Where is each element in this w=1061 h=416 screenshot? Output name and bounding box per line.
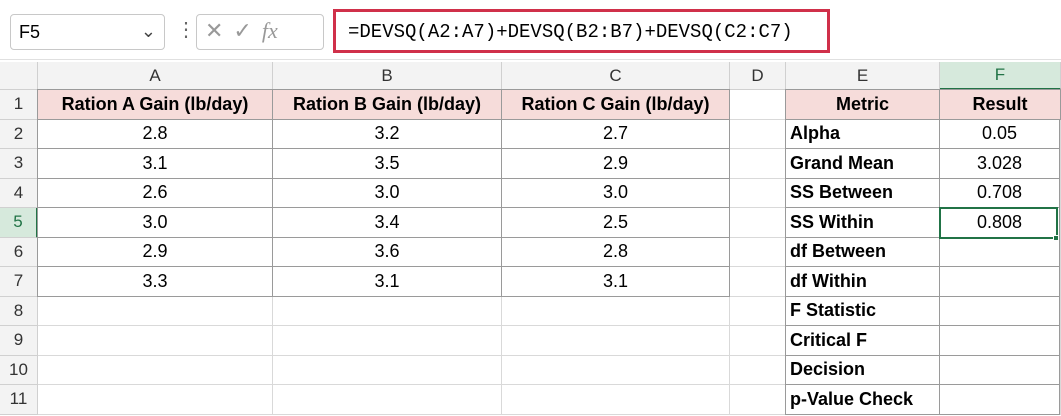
grid-cell [730,385,786,415]
formula-text: =DEVSQ(A2:A7)+DEVSQ(B2:B7)+DEVSQ(C2:C7) [348,21,793,43]
table-header: Metric [785,89,940,120]
metric-label: Decision [785,354,940,385]
table-cell: 2.9 [501,148,730,179]
grid-cell [730,296,786,326]
table-cell: 2.6 [37,177,273,208]
row-header: 9 [0,326,38,356]
select-all-corner [0,62,38,90]
metric-label: SS Between [785,177,940,208]
column-header: D [730,62,786,90]
row-header: 5 [0,208,38,238]
grid-cell [730,90,786,120]
grid-cell [730,208,786,238]
result-cell [939,236,1060,267]
table-cell: 3.4 [272,207,502,238]
grid-cell [38,326,273,356]
result-cell: 0.05 [939,118,1060,149]
grid-cell [38,385,273,415]
result-cell: 3.028 [939,148,1060,179]
table-cell: 2.5 [501,207,730,238]
table-cell: 3.5 [272,148,502,179]
result-cell [939,354,1060,385]
name-box-text: F5 [19,22,41,42]
row-header: 7 [0,267,38,297]
table-cell: 3.3 [37,266,273,297]
metric-label: SS Within [785,207,940,238]
grid-cell [38,355,273,385]
dropdown-icon: ⌄ [140,21,156,41]
metric-label: Alpha [785,118,940,149]
table-cell: 3.1 [37,148,273,179]
table-cell: 3.1 [501,266,730,297]
grid-cell [502,296,730,326]
grid-cell [502,355,730,385]
row-header: 3 [0,149,38,179]
table-header: Ration A Gain (lb/day) [37,89,273,120]
table-cell: 3.6 [272,236,502,267]
metric-label: F Statistic [785,295,940,326]
result-cell [939,295,1060,326]
grid-cell [730,237,786,267]
metric-label: df Between [785,236,940,267]
table-header: Ration B Gain (lb/day) [272,89,502,120]
metric-label: Grand Mean [785,148,940,179]
table-header: Result [939,89,1061,120]
table-cell: 3.0 [37,207,273,238]
fill-handle [1053,234,1059,241]
row-header: 2 [0,119,38,149]
menu-dots[interactable]: ⋮ [176,19,196,41]
table-cell: 2.7 [501,118,730,149]
table-cell: 2.9 [37,236,273,267]
table-cell: 3.0 [272,177,502,208]
grid-cell [502,326,730,356]
column-header: B [273,62,502,90]
table-cell: 3.0 [501,177,730,208]
table-header: Ration C Gain (lb/day) [501,89,730,120]
grid-cell [730,149,786,179]
grid-cell [502,385,730,415]
grid-cell [730,326,786,356]
grid-cell [273,355,502,385]
result-cell [939,325,1060,356]
grid-cell [273,296,502,326]
active-cell-border [939,207,1058,239]
row-header: 6 [0,237,38,267]
row-header: 4 [0,178,38,208]
row-header: 1 [0,90,38,120]
grid-cell [273,385,502,415]
table-cell: 3.1 [272,266,502,297]
row-header: 11 [0,385,38,415]
column-header: E [786,62,940,90]
name-box[interactable]: F5 ⌄ [10,14,165,50]
grid-cell [273,326,502,356]
metric-label: p-Value Check [785,384,940,415]
result-cell [939,384,1060,415]
column-header: F [940,62,1061,90]
column-header: C [502,62,730,90]
grid-cell [730,178,786,208]
table-cell: 2.8 [501,236,730,267]
metric-label: df Within [785,266,940,297]
metric-label: Critical F [785,325,940,356]
result-cell [939,266,1060,297]
row-header: 8 [0,296,38,326]
formula-buttons[interactable]: ✕✓fx [196,14,324,50]
grid-cell [730,267,786,297]
formula-input[interactable]: =DEVSQ(A2:A7)+DEVSQ(B2:B7)+DEVSQ(C2:C7) [333,9,830,53]
table-cell: 3.2 [272,118,502,149]
row-header: 10 [0,355,38,385]
column-header: A [38,62,273,90]
table-cell: 2.8 [37,118,273,149]
grid-cell [730,119,786,149]
grid-cell [38,296,273,326]
result-cell: 0.708 [939,177,1060,208]
grid-cell [730,355,786,385]
